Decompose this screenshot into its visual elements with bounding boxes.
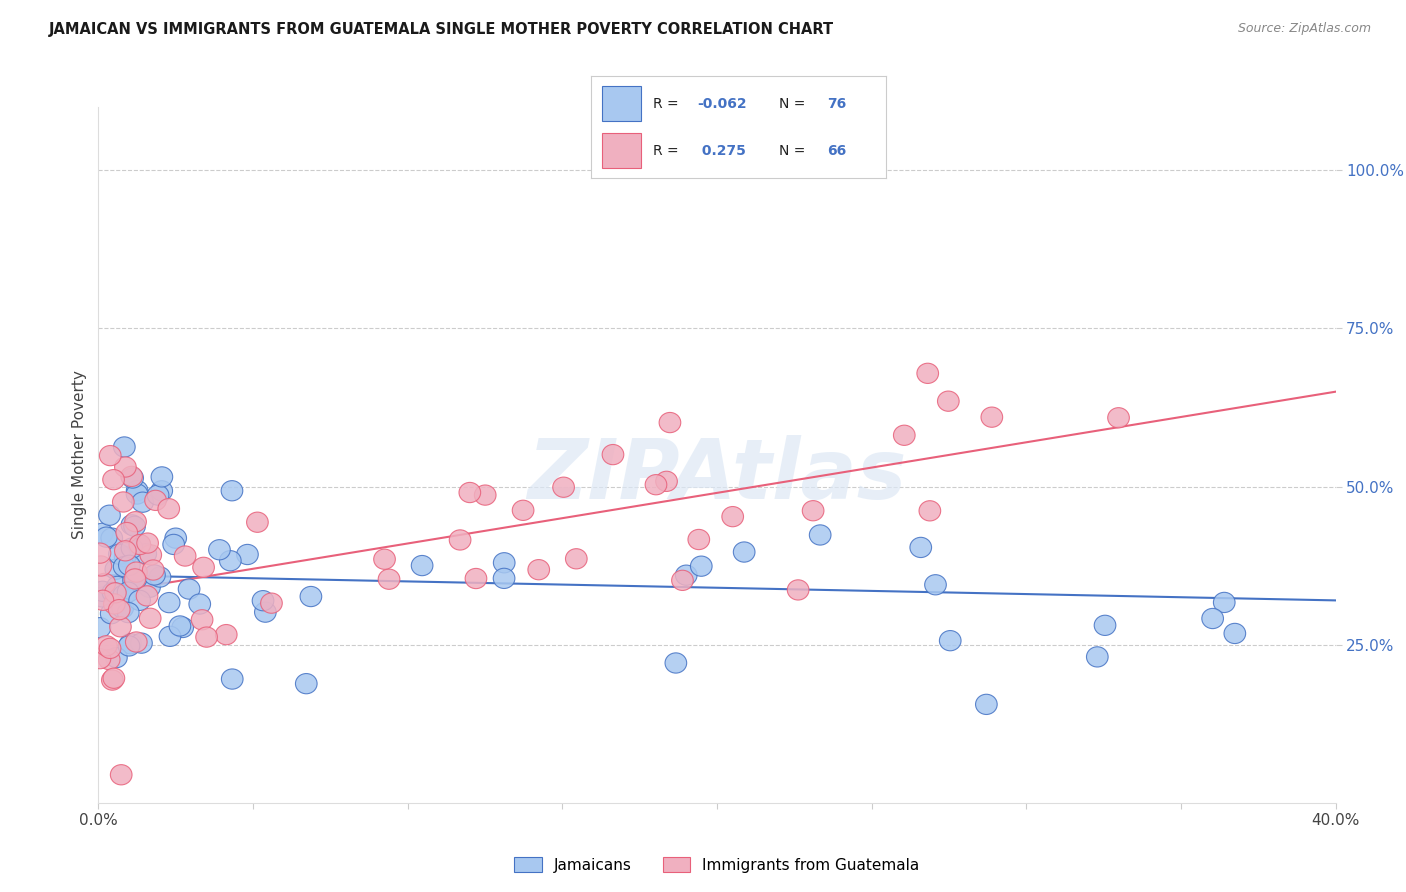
Bar xyxy=(602,87,641,121)
Text: N =: N = xyxy=(779,144,810,158)
Text: R =: R = xyxy=(652,144,682,158)
Y-axis label: Single Mother Poverty: Single Mother Poverty xyxy=(72,370,87,540)
Text: ZIPAtlas: ZIPAtlas xyxy=(527,435,907,516)
Text: JAMAICAN VS IMMIGRANTS FROM GUATEMALA SINGLE MOTHER POVERTY CORRELATION CHART: JAMAICAN VS IMMIGRANTS FROM GUATEMALA SI… xyxy=(49,22,834,37)
Text: N =: N = xyxy=(779,96,810,111)
Legend: Jamaicans, Immigrants from Guatemala: Jamaicans, Immigrants from Guatemala xyxy=(509,850,925,879)
Text: Source: ZipAtlas.com: Source: ZipAtlas.com xyxy=(1237,22,1371,36)
Text: -0.062: -0.062 xyxy=(697,96,747,111)
Text: 76: 76 xyxy=(827,96,846,111)
Bar xyxy=(602,133,641,168)
Text: 0.275: 0.275 xyxy=(697,144,745,158)
Text: R =: R = xyxy=(652,96,682,111)
Text: 66: 66 xyxy=(827,144,846,158)
